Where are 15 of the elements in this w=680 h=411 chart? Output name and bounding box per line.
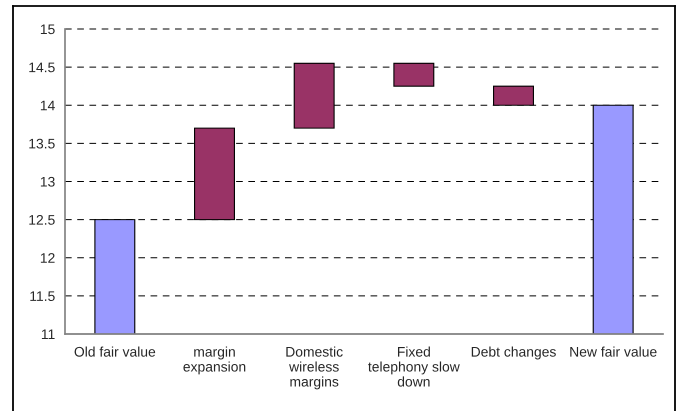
y-tick-label: 13.5 <box>29 138 55 149</box>
x-tick-label: Debt changes <box>472 346 556 360</box>
y-tick-label: 12.5 <box>29 214 55 225</box>
y-tick-label: 12 <box>40 253 55 263</box>
x-tick-label: New fair value <box>570 346 657 357</box>
x-tick-label: Domestic wireless margins <box>286 346 343 390</box>
y-tick-label: 11 <box>42 329 55 340</box>
y-tick-label: 14 <box>40 100 55 110</box>
x-tick-label: Fixed telephony slow down <box>368 346 460 387</box>
y-tick-label: 15 <box>40 24 55 34</box>
y-tick-label: 13 <box>40 176 55 187</box>
y-tick-label: 14.5 <box>29 62 55 72</box>
x-tick-label: Old fair value <box>74 346 156 357</box>
y-tick-label: 11.5 <box>30 291 55 302</box>
x-tick-label: margin expansion <box>183 346 246 374</box>
